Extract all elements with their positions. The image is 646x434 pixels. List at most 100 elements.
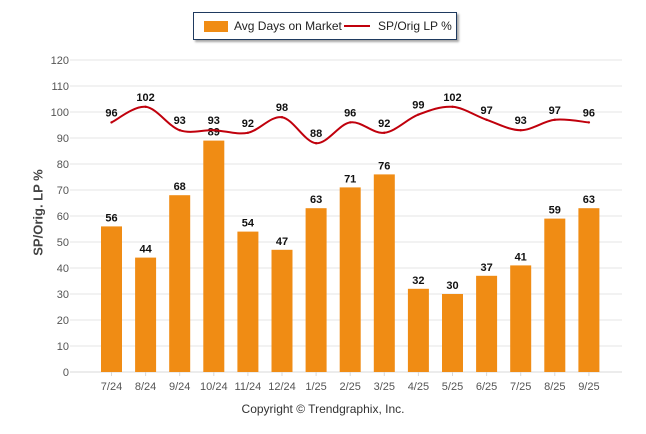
line-data-label: 93 — [515, 115, 527, 127]
bar — [271, 249, 293, 372]
bar-data-label: 56 — [105, 212, 117, 224]
line-point — [110, 121, 113, 124]
x-tick-label: 8/25 — [544, 381, 565, 393]
y-tick-label: 40 — [57, 263, 69, 275]
line-point — [178, 129, 181, 132]
bar-data-label: 63 — [310, 194, 322, 206]
y-tick-labels: 0 10 20 30 40 50 60 70 80 90 100 110 120 — [51, 55, 69, 379]
line-data-label: 102 — [136, 92, 154, 104]
x-tick-label: 4/25 — [408, 381, 429, 393]
line-data-label: 96 — [583, 107, 595, 119]
x-tick-label: 9/25 — [578, 381, 599, 393]
bar-data-label: 89 — [208, 127, 220, 139]
line-point — [314, 142, 318, 145]
x-tick-label: 6/25 — [476, 381, 497, 393]
bar-data-label: 30 — [446, 280, 458, 292]
line-data-labels: 96 102 93 93 92 98 88 96 92 99 102 97 93 97 96 — [105, 92, 595, 140]
line-data-label: 96 — [344, 107, 356, 119]
line-point — [451, 105, 454, 109]
bar-data-label: 37 — [480, 262, 492, 274]
line-data-label: 88 — [310, 128, 322, 140]
bar — [476, 275, 498, 372]
x-tick-label: 10/24 — [200, 381, 228, 393]
bar-data-label: 59 — [549, 205, 561, 217]
bar — [135, 257, 157, 372]
y-tick-label: 100 — [51, 107, 69, 119]
copyright-text: Copyright © Trendgraphix, Inc. — [241, 402, 405, 416]
bar — [203, 140, 225, 372]
x-tick-label: 3/25 — [374, 381, 395, 393]
bar-data-label: 32 — [412, 275, 424, 287]
bar — [544, 218, 566, 372]
y-tick-label: 60 — [57, 211, 69, 223]
y-tick-label: 20 — [57, 315, 69, 327]
bar-data-label: 63 — [583, 194, 595, 206]
legend-label-line: SP/Orig LP % — [378, 19, 452, 33]
y-axis-title: SP/Orig. LP % — [30, 169, 46, 256]
line-point — [485, 118, 488, 122]
line-point — [587, 121, 591, 124]
line-data-label: 97 — [549, 105, 561, 117]
line-point — [519, 129, 522, 132]
y-tick-label: 90 — [57, 133, 69, 145]
bar-data-label: 44 — [139, 244, 152, 256]
x-tick-label: 11/24 — [235, 381, 262, 393]
y-tick-label: 30 — [57, 289, 69, 301]
line-data-label: 92 — [378, 118, 390, 130]
bar — [169, 195, 191, 372]
y-tick-label: 50 — [57, 237, 69, 249]
y-tick-label: 0 — [63, 367, 69, 379]
bar — [339, 187, 361, 372]
line-point — [280, 116, 284, 119]
bar — [373, 174, 395, 372]
line-data-label: 99 — [412, 100, 424, 112]
y-tick-label: 120 — [51, 55, 69, 67]
line-point — [553, 118, 556, 122]
bar — [578, 208, 600, 372]
bar — [510, 265, 532, 372]
bar — [237, 231, 259, 372]
bar-data-label: 41 — [515, 251, 527, 263]
line-swatch-icon — [344, 25, 370, 27]
y-tick-label: 80 — [57, 159, 69, 171]
bar-swatch-icon — [204, 20, 228, 32]
bar-data-label: 47 — [276, 236, 288, 248]
x-tick-label: 9/24 — [169, 381, 190, 393]
line-point — [144, 105, 147, 109]
legend-label-bar: Avg Days on Market — [234, 19, 342, 33]
y-tick-label: 10 — [57, 341, 69, 353]
bar-series — [101, 140, 600, 372]
line-data-label: 98 — [276, 102, 288, 114]
bar-data-labels: 56 44 68 89 54 47 63 71 76 32 30 37 41 59 63 — [105, 127, 595, 292]
x-tick-label: 12/24 — [268, 381, 296, 393]
line-data-label: 93 — [174, 115, 186, 127]
x-tick-label: 1/25 — [305, 381, 326, 393]
y-tick-label: 70 — [57, 185, 69, 197]
line-data-label: 97 — [480, 105, 492, 117]
x-tick-label: 7/24 — [101, 381, 122, 393]
line-series — [110, 105, 591, 145]
bar — [442, 294, 463, 372]
line-point — [349, 121, 352, 124]
bar-data-label: 68 — [174, 181, 186, 193]
legend-item-line[interactable]: SP/Orig LP % — [344, 13, 452, 39]
bar-data-label: 71 — [344, 173, 356, 185]
line-point — [212, 129, 215, 132]
y-tick-label: 110 — [51, 81, 69, 93]
legend-item-bar[interactable]: Avg Days on Market — [204, 13, 342, 39]
x-tick-label: 7/25 — [510, 381, 531, 393]
bar-data-label: 76 — [378, 160, 390, 172]
x-tick-label: 8/24 — [135, 381, 156, 393]
bar-data-label: 54 — [242, 218, 255, 230]
line-data-label: 96 — [105, 107, 117, 119]
bar — [101, 226, 122, 372]
bar — [407, 288, 429, 372]
x-tick-label: 2/25 — [339, 381, 360, 393]
line-point — [417, 113, 420, 116]
line-point — [246, 131, 250, 134]
x-tick-label: 5/25 — [442, 381, 463, 393]
legend: Avg Days on Market SP/Orig LP % — [193, 12, 457, 40]
line-data-label: 92 — [242, 118, 254, 130]
line-data-label: 102 — [443, 92, 461, 104]
